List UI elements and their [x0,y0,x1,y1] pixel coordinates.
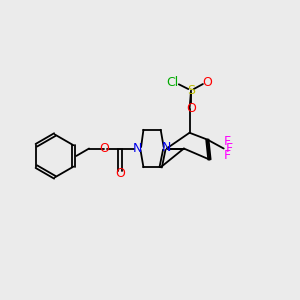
Text: S: S [187,84,195,97]
Text: Cl: Cl [167,76,179,89]
Text: O: O [202,76,212,89]
Text: F: F [224,148,231,162]
Text: O: O [99,142,109,155]
Text: O: O [115,167,125,180]
Text: F: F [226,142,232,155]
Text: N: N [162,141,171,154]
Text: F: F [224,136,231,148]
Text: N: N [133,142,142,155]
Text: O: O [186,102,196,115]
